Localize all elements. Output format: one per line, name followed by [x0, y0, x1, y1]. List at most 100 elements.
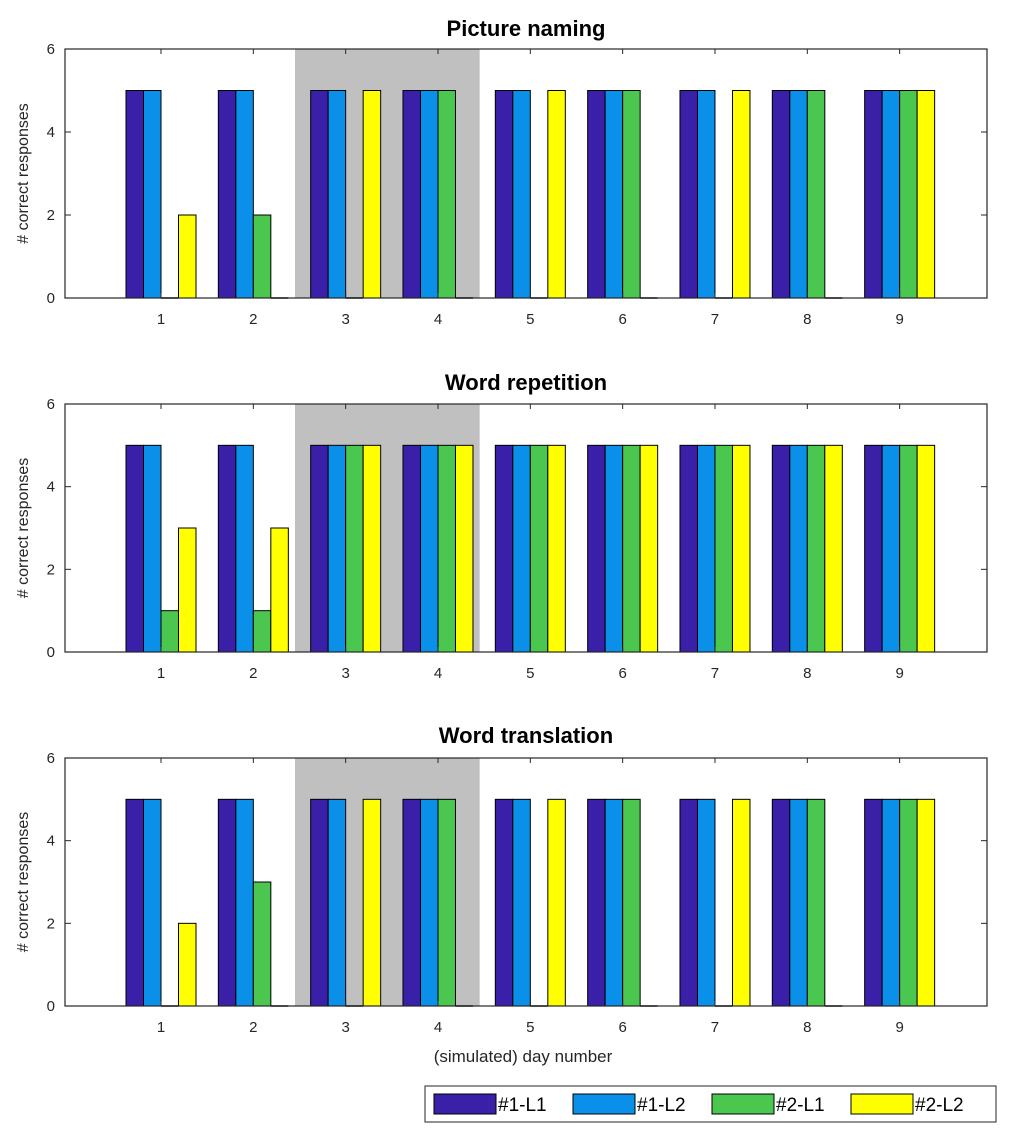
panel-title: Word repetition [445, 370, 607, 395]
x-tick-label: 6 [618, 311, 626, 328]
bar-n1-L2-day-7 [696, 798, 716, 1007]
bar-n1-L1-day-6 [587, 444, 606, 653]
bar-n1-L2-day-1 [143, 90, 162, 299]
bar-n1-L1-day-3 [310, 444, 329, 653]
bar-n2-L1-day-6 [622, 90, 641, 299]
y-tick-label: 0 [47, 644, 55, 661]
bar-n2-L2-day-5 [547, 444, 566, 653]
bar-n2-L2-day-6 [639, 444, 659, 653]
legend-label: #1-L1 [498, 1095, 547, 1116]
bar-n2-L1-day-8 [806, 798, 826, 1007]
legend-swatch [572, 1093, 636, 1115]
x-tick-label: 8 [803, 311, 811, 328]
bar-n1-L1-day-6 [587, 90, 606, 299]
bar-n2-L2-day-1 [178, 527, 197, 653]
bar-n2-L1-day-3 [345, 444, 364, 653]
x-tick-label: 1 [157, 665, 165, 682]
bar-n1-L1-day-4 [402, 90, 421, 299]
axes-frame [64, 403, 988, 653]
bar-n2-L2-day-5 [547, 90, 566, 299]
x-tick-label: 9 [895, 665, 903, 682]
bar-n1-L2-day-1 [143, 444, 162, 653]
bar-n1-L2-day-3 [327, 444, 347, 653]
axes-frame [64, 757, 988, 1007]
bar-n2-L2-day-3 [362, 444, 382, 653]
bar-n1-L2-day-5 [512, 798, 531, 1007]
bar-n2-L1-day-2 [252, 881, 272, 1007]
bar-n2-L1-day-4 [437, 444, 456, 653]
bar-n1-L2-day-4 [419, 798, 439, 1007]
y-tick-label: 2 [47, 207, 55, 224]
bar-n2-L1-day-9 [899, 90, 918, 299]
bar-n2-L1-day-2 [252, 214, 272, 299]
bar-n1-L1-day-2 [217, 444, 237, 653]
y-tick-label: 0 [47, 290, 55, 307]
legend-swatch [711, 1093, 775, 1115]
bar-n1-L1-day-2 [217, 90, 237, 299]
x-tick-label: 8 [803, 665, 811, 682]
bar-n2-L2-day-7 [731, 798, 751, 1007]
bar-n1-L2-day-1 [143, 798, 162, 1007]
bar-n2-L2-day-2 [270, 527, 289, 653]
legend-label: #1-L2 [637, 1095, 686, 1116]
bar-n2-L2-day-3 [362, 90, 382, 299]
bar-n2-L2-day-7 [731, 90, 751, 299]
x-tick-label: 4 [434, 1019, 442, 1036]
panel-title: Picture naming [447, 16, 606, 41]
bar-n1-L1-day-5 [494, 444, 514, 653]
panel-2: 1 2 3 4 5 6 7 8 9 0 2 4 6 Word repetition # correct re… [15, 370, 988, 682]
x-tick-label: 3 [341, 1019, 349, 1036]
bar-n1-L2-day-4 [419, 444, 439, 653]
panel-title: Word translation [439, 723, 613, 748]
x-tick-label: 6 [618, 665, 626, 682]
bar-n2-L2-day-5 [547, 798, 566, 1007]
bar-n1-L1-day-1 [125, 90, 144, 299]
bar-n1-L1-day-7 [679, 444, 698, 653]
bar-n1-L1-day-8 [771, 90, 791, 299]
bar-n1-L2-day-5 [512, 444, 531, 653]
bar-n1-L1-day-9 [864, 90, 883, 299]
bar-n1-L1-day-8 [771, 798, 791, 1007]
x-tick-label: 8 [803, 1019, 811, 1036]
bar-n1-L2-day-6 [604, 798, 624, 1007]
x-tick-label: 1 [157, 1019, 165, 1036]
bar-n2-L2-day-1 [178, 214, 197, 299]
bar-n1-L1-day-7 [679, 798, 698, 1007]
y-axis-label: # correct responses [15, 812, 32, 953]
bar-n1-L1-day-6 [587, 798, 606, 1007]
bar-n1-L1-day-5 [494, 798, 514, 1007]
legend-swatch [850, 1093, 914, 1115]
bar-n1-L1-day-5 [494, 90, 514, 299]
bar-n1-L2-day-8 [789, 444, 808, 653]
bar-n1-L2-day-2 [235, 444, 254, 653]
bar-n1-L2-day-2 [235, 798, 254, 1007]
x-tick-label: 4 [434, 665, 442, 682]
y-tick-label: 2 [47, 561, 55, 578]
bar-n2-L1-day-6 [622, 798, 641, 1007]
bar-n1-L2-day-8 [789, 798, 808, 1007]
bar-n1-L2-day-7 [696, 90, 716, 299]
x-tick-label: 9 [895, 311, 903, 328]
bar-n2-L1-day-6 [622, 444, 641, 653]
x-tick-label: 5 [526, 311, 534, 328]
bar-n1-L2-day-7 [696, 444, 716, 653]
bar-n1-L1-day-3 [310, 90, 329, 299]
legend-swatch [433, 1093, 497, 1115]
bar-n1-L2-day-6 [604, 444, 624, 653]
legend-label: #2-L2 [915, 1095, 964, 1116]
y-tick-label: 0 [47, 998, 55, 1015]
x-tick-label: 7 [711, 311, 719, 328]
bar-n2-L2-day-7 [731, 444, 751, 653]
bar-n1-L1-day-9 [864, 444, 883, 653]
bar-n1-L2-day-3 [327, 90, 347, 299]
bar-n1-L1-day-4 [402, 798, 421, 1007]
bar-n2-L1-day-8 [806, 90, 826, 299]
bar-n2-L1-day-8 [806, 444, 826, 653]
bar-n2-L2-day-3 [362, 798, 382, 1007]
legend: #1-L1 #1-L2 #2-L1 #2-L2 [424, 1085, 997, 1123]
x-tick-label: 2 [249, 1019, 257, 1036]
bar-n2-L2-day-8 [824, 444, 843, 653]
legend-label: #2-L1 [776, 1095, 825, 1116]
bar-n1-L1-day-2 [217, 798, 237, 1007]
panels: 1 2 3 4 5 6 7 8 9 0 2 4 6 Picture naming # correct res… [15, 16, 988, 1036]
